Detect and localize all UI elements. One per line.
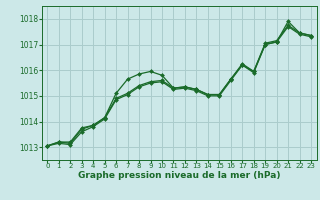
X-axis label: Graphe pression niveau de la mer (hPa): Graphe pression niveau de la mer (hPa) (78, 171, 280, 180)
